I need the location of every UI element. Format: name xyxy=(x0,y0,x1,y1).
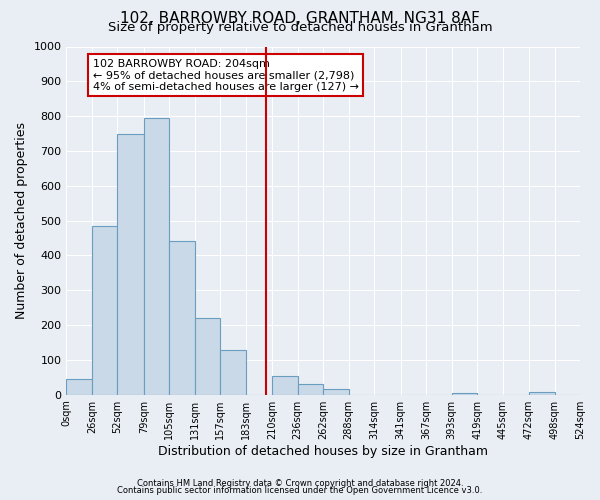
X-axis label: Distribution of detached houses by size in Grantham: Distribution of detached houses by size … xyxy=(158,444,488,458)
Text: Size of property relative to detached houses in Grantham: Size of property relative to detached ho… xyxy=(107,21,493,34)
Bar xyxy=(144,118,169,394)
Bar xyxy=(272,376,298,394)
Bar xyxy=(529,392,554,394)
Bar xyxy=(195,318,220,394)
Bar xyxy=(452,393,477,394)
Bar xyxy=(169,242,195,394)
Bar xyxy=(118,134,144,394)
Y-axis label: Number of detached properties: Number of detached properties xyxy=(15,122,28,319)
Text: Contains HM Land Registry data © Crown copyright and database right 2024.: Contains HM Land Registry data © Crown c… xyxy=(137,478,463,488)
Bar xyxy=(67,379,92,394)
Bar xyxy=(92,226,118,394)
Text: 102, BARROWBY ROAD, GRANTHAM, NG31 8AF: 102, BARROWBY ROAD, GRANTHAM, NG31 8AF xyxy=(120,11,480,26)
Bar xyxy=(298,384,323,394)
Bar xyxy=(323,390,349,394)
Text: 102 BARROWBY ROAD: 204sqm
← 95% of detached houses are smaller (2,798)
4% of sem: 102 BARROWBY ROAD: 204sqm ← 95% of detac… xyxy=(93,58,359,92)
Bar xyxy=(220,350,246,395)
Text: Contains public sector information licensed under the Open Government Licence v3: Contains public sector information licen… xyxy=(118,486,482,495)
